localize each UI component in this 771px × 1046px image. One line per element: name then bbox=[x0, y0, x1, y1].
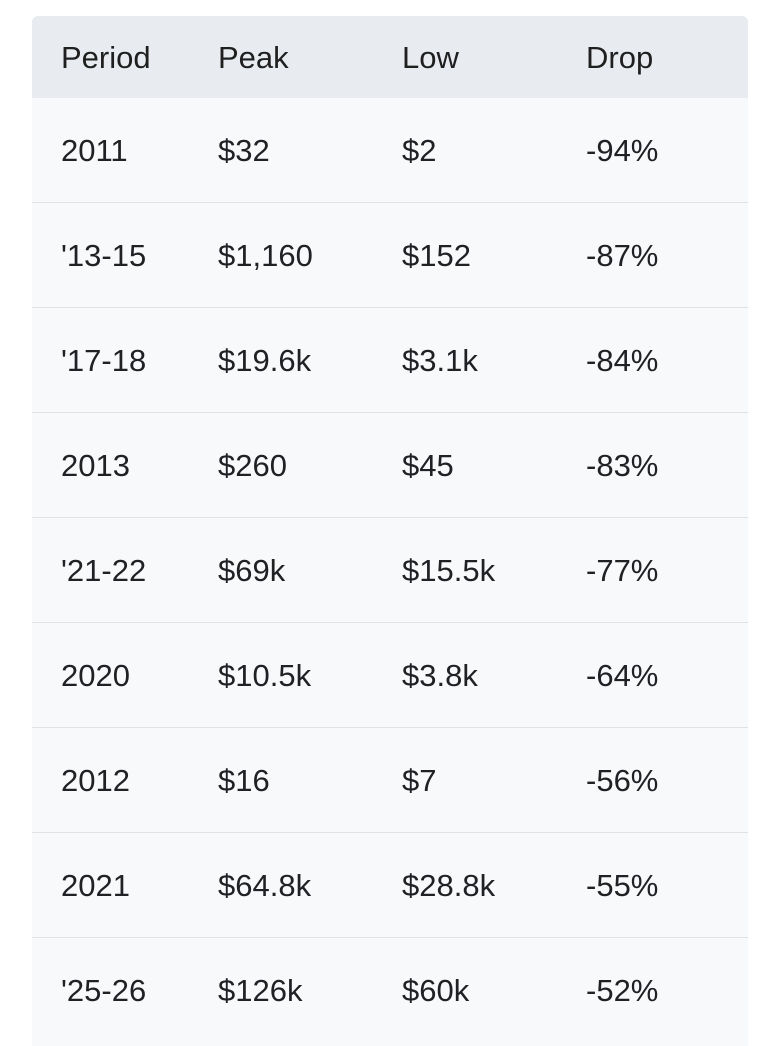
table-row: '25-26 $126k $60k -52% bbox=[32, 938, 748, 1043]
cell-low: $3.1k bbox=[402, 342, 478, 378]
table-row: 2012 $16 $7 -56% bbox=[32, 728, 748, 833]
cell-low: $45 bbox=[402, 447, 454, 483]
table-row: '13-15 $1,160 $152 -87% bbox=[32, 203, 748, 308]
cell-peak: $10.5k bbox=[218, 657, 312, 693]
cell-low: $3.8k bbox=[402, 657, 478, 693]
cell-drop: -64% bbox=[586, 657, 659, 693]
table-row: 2013 $260 $45 -83% bbox=[32, 413, 748, 518]
cell-drop: -83% bbox=[586, 447, 659, 483]
cell-peak: $16 bbox=[218, 762, 270, 798]
header-peak[interactable]: Peak bbox=[218, 39, 289, 75]
drawdown-table: Period Peak Low Drop 2011 $32 $2 -94% '13-15… bbox=[32, 16, 748, 1046]
cell-peak: $260 bbox=[218, 447, 287, 483]
cell-peak: $126k bbox=[218, 973, 303, 1008]
table-row: '21-22 $69k $15.5k -77% bbox=[32, 518, 748, 623]
cell-low: $28.8k bbox=[402, 867, 496, 903]
cell-drop: -87% bbox=[586, 237, 659, 273]
cell-period: '21-22 bbox=[61, 552, 147, 588]
cell-period: 2012 bbox=[61, 762, 130, 798]
table-row: '17-18 $19.6k $3.1k -84% bbox=[32, 308, 748, 413]
cell-drop: -94% bbox=[586, 132, 659, 168]
cell-peak: $64.8k bbox=[218, 867, 312, 903]
cell-period: 2011 bbox=[61, 132, 128, 168]
cell-drop: -56% bbox=[586, 762, 659, 798]
cell-low: $152 bbox=[402, 237, 471, 273]
cell-period: 2021 bbox=[61, 867, 130, 903]
header-low[interactable]: Low bbox=[402, 39, 459, 75]
table-row: 2021 $64.8k $28.8k -55% bbox=[32, 833, 748, 938]
cell-peak: $1,160 bbox=[218, 237, 313, 273]
cell-peak: $69k bbox=[218, 552, 286, 588]
table-row: 2020 $10.5k $3.8k -64% bbox=[32, 623, 748, 728]
cell-low: $2 bbox=[402, 132, 437, 168]
cell-low: $60k bbox=[402, 973, 470, 1008]
header-drop[interactable]: Drop bbox=[586, 39, 654, 75]
cell-peak: $32 bbox=[218, 132, 270, 168]
cell-low: $15.5k bbox=[402, 552, 496, 588]
table-body: 2011 $32 $2 -94% '13-15 $1,160 $152 -87% '17-18 $… bbox=[32, 98, 748, 1043]
cell-period: '17-18 bbox=[61, 342, 147, 378]
cell-peak: $19.6k bbox=[218, 342, 312, 378]
header-period[interactable]: Period bbox=[61, 39, 151, 75]
cell-drop: -77% bbox=[586, 552, 659, 588]
table-header-row: Period Peak Low Drop bbox=[32, 16, 748, 98]
cell-drop: -55% bbox=[586, 867, 659, 903]
cell-drop: -84% bbox=[586, 342, 659, 378]
cell-period: 2013 bbox=[61, 447, 130, 483]
table-row: 2011 $32 $2 -94% bbox=[32, 98, 748, 203]
cell-period: 2020 bbox=[61, 657, 130, 693]
cell-drop: -52% bbox=[586, 973, 659, 1008]
cell-low: $7 bbox=[402, 762, 437, 798]
cell-period: '13-15 bbox=[61, 237, 147, 273]
cell-period: '25-26 bbox=[61, 973, 147, 1008]
